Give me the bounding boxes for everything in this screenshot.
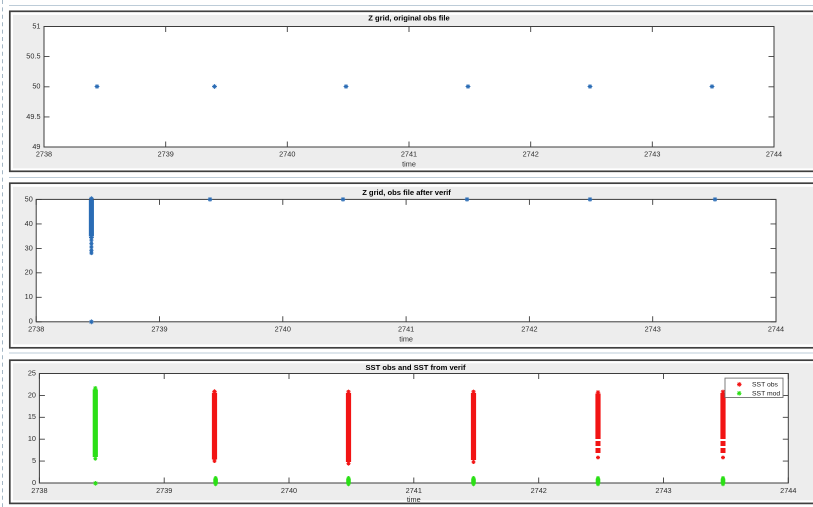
svg-text:2739: 2739: [151, 325, 167, 334]
svg-text:50.5: 50.5: [26, 52, 40, 61]
svg-text:2740: 2740: [275, 325, 291, 334]
svg-text:49: 49: [32, 142, 40, 151]
svg-text:2741: 2741: [401, 149, 417, 158]
svg-text:2742: 2742: [521, 325, 537, 334]
svg-text:2741: 2741: [398, 325, 414, 334]
svg-text:2744: 2744: [768, 325, 784, 334]
svg-text:time: time: [407, 495, 421, 504]
svg-text:SST obs and SST from verif: SST obs and SST from verif: [365, 363, 465, 372]
svg-text:time: time: [402, 160, 416, 169]
svg-text:10: 10: [25, 292, 33, 301]
svg-text:0: 0: [29, 317, 33, 326]
svg-text:50: 50: [32, 82, 40, 91]
svg-text:SST mod: SST mod: [752, 390, 780, 397]
svg-text:2741: 2741: [406, 486, 422, 495]
svg-text:time: time: [399, 335, 413, 344]
svg-text:2739: 2739: [156, 486, 172, 495]
svg-text:Z grid, obs file after verif: Z grid, obs file after verif: [362, 188, 451, 197]
svg-text:20: 20: [25, 268, 33, 277]
svg-text:2738: 2738: [31, 486, 47, 495]
svg-text:2744: 2744: [766, 149, 782, 158]
svg-text:49.5: 49.5: [26, 112, 40, 121]
svg-text:25: 25: [28, 368, 36, 377]
svg-text:51: 51: [32, 21, 40, 30]
svg-text:5: 5: [32, 456, 36, 465]
svg-text:2740: 2740: [279, 149, 295, 158]
svg-text:0: 0: [32, 478, 36, 487]
svg-text:2738: 2738: [28, 325, 44, 334]
svg-text:2744: 2744: [780, 486, 796, 495]
svg-text:2740: 2740: [281, 486, 297, 495]
svg-text:2743: 2743: [655, 486, 671, 495]
svg-text:2743: 2743: [644, 149, 660, 158]
svg-text:2738: 2738: [36, 149, 52, 158]
svg-text:SST obs: SST obs: [752, 381, 779, 388]
svg-text:10: 10: [28, 434, 36, 443]
svg-text:2742: 2742: [531, 486, 547, 495]
svg-text:40: 40: [25, 219, 33, 228]
svg-text:15: 15: [28, 412, 36, 421]
svg-text:2739: 2739: [158, 149, 174, 158]
svg-text:30: 30: [25, 243, 33, 252]
svg-text:50: 50: [25, 194, 33, 203]
svg-text:2743: 2743: [645, 325, 661, 334]
svg-text:Z grid, original obs file: Z grid, original obs file: [368, 14, 449, 23]
svg-text:2742: 2742: [523, 149, 539, 158]
svg-text:20: 20: [28, 390, 36, 399]
